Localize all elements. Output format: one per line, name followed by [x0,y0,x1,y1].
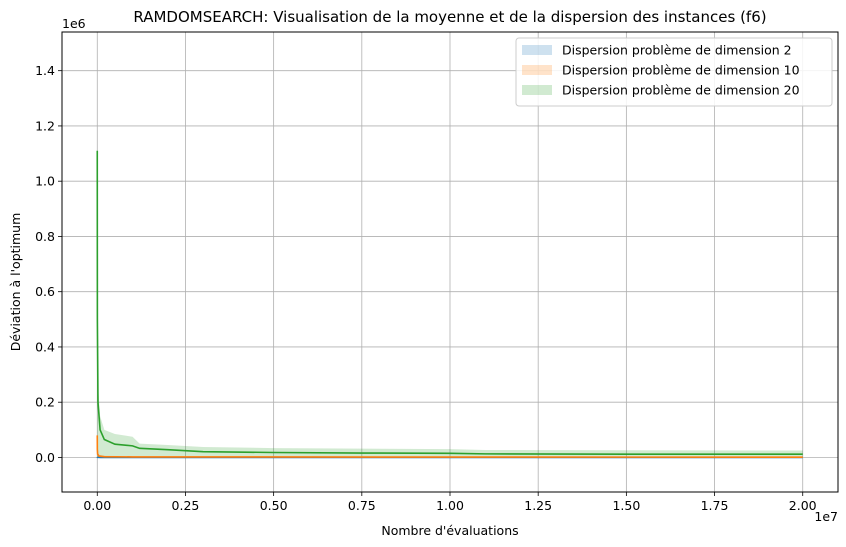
x-scale-multiplier: 1e7 [814,509,838,524]
y-axis-label: Déviation à l'optimum [8,213,23,352]
x-tick-label: 1.00 [436,498,464,513]
y-axis-ticks: 0.0 0.2 0.4 0.6 0.8 1.0 1.2 1.4 [35,63,62,465]
y-tick-label: 0.0 [35,450,55,465]
mean-lines [96,150,803,459]
x-tick-label: 1.50 [612,498,640,513]
x-tick-label: 0.50 [260,498,288,513]
y-tick-label: 0.2 [35,395,55,410]
y-tick-label: 0.8 [35,229,55,244]
y-tick-label: 0.6 [35,284,55,299]
x-tick-label: 2.00 [789,498,817,513]
x-axis-label: Nombre d'évaluations [381,523,518,538]
legend-swatch [522,45,552,55]
legend-swatch [522,85,552,95]
x-tick-label: 0.75 [348,498,376,513]
x-tick-label: 0.25 [172,498,200,513]
y-tick-label: 1.4 [35,63,55,78]
x-tick-label: 0.00 [83,498,111,513]
legend-label: Dispersion problème de dimension 2 [562,43,792,58]
legend-label: Dispersion problème de dimension 10 [562,63,800,78]
x-tick-label: 1.25 [524,498,552,513]
legend-box [515,37,833,107]
chart-title: RAMDOMSEARCH: Visualisation de la moyenn… [133,8,766,26]
y-tick-label: 0.4 [35,339,55,354]
y-scale-multiplier: 1e6 [62,16,86,31]
mean-line [96,150,803,455]
mean-line [96,435,803,458]
x-tick-label: 1.75 [701,498,729,513]
x-axis-ticks: 0.00 0.25 0.50 0.75 1.00 1.25 1.50 1.75 2.00 [83,492,817,513]
legend-swatch [522,65,552,75]
y-tick-label: 1.2 [35,118,55,133]
legend: Dispersion problème de dimension 2 Disper… [515,37,833,107]
legend-label: Dispersion problème de dimension 20 [562,83,800,98]
y-tick-label: 1.0 [35,174,55,189]
